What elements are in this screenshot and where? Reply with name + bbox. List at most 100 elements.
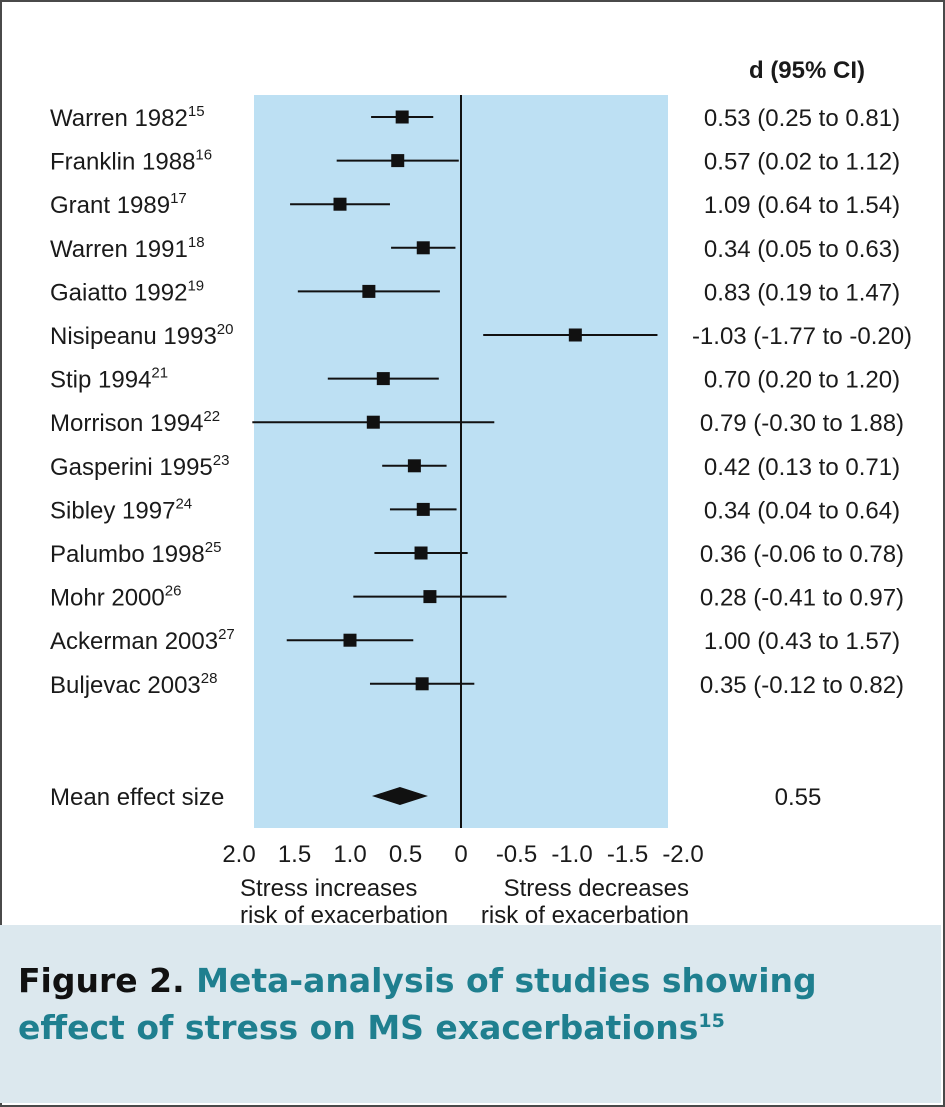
study-name: Mohr 2000	[50, 585, 165, 612]
estimate-column-header: d (95% CI)	[749, 57, 865, 84]
study-row: Sibley 199724 0.34 (0.04 to 0.64)	[50, 495, 900, 524]
study-name: Gaiatto 1992	[50, 279, 187, 306]
effect-marker	[416, 241, 430, 255]
x-tick-label: -2.0	[662, 841, 703, 868]
study-ref: 22	[203, 408, 220, 425]
x-tick-label: 1.0	[333, 841, 366, 868]
study-label: Warren 199118	[50, 234, 205, 263]
study-label: Ackerman 200327	[50, 626, 235, 655]
study-ref: 26	[165, 583, 182, 600]
study-name: Morrison 1994	[50, 410, 203, 437]
study-row: Palumbo 199825 0.36 (-0.06 to 0.78)	[50, 539, 904, 568]
study-label: Mohr 200026	[50, 583, 181, 612]
summary-diamond	[371, 787, 428, 805]
x-tick-label: 0	[454, 841, 467, 868]
study-row: Nisipeanu 199320 -1.03 (-1.77 to -0.20)	[50, 321, 912, 350]
x-tick-label: -0.5	[496, 841, 537, 868]
study-ci-text: 0.79 (-0.30 to 1.88)	[700, 410, 904, 437]
study-ref: 18	[188, 234, 205, 251]
study-ref: 25	[205, 539, 222, 556]
study-row: Buljevac 200328 0.35 (-0.12 to 0.82)	[50, 670, 904, 699]
study-name: Ackerman 2003	[50, 628, 218, 655]
effect-marker	[423, 590, 437, 604]
effect-marker	[416, 502, 430, 516]
study-ref: 28	[201, 670, 218, 687]
right-note-line-1: Stress decreases	[504, 875, 689, 902]
effect-marker	[366, 415, 380, 429]
effect-marker	[343, 633, 357, 647]
study-label: Palumbo 199825	[50, 539, 221, 568]
study-ci-text: 0.34 (0.05 to 0.63)	[704, 236, 900, 263]
study-ci-text: 0.57 (0.02 to 1.12)	[704, 149, 900, 176]
study-ref: 19	[187, 277, 204, 294]
effect-marker	[362, 284, 376, 298]
study-ref: 16	[195, 147, 212, 164]
effect-marker	[407, 459, 421, 473]
x-tick-label: 2.0	[222, 841, 255, 868]
study-ci-text: 0.34 (0.04 to 0.64)	[704, 497, 900, 524]
study-name: Palumbo 1998	[50, 541, 205, 568]
study-ci-text: 0.35 (-0.12 to 0.82)	[700, 672, 904, 699]
caption-box: Figure 2. Meta-analysis of studies showi…	[0, 925, 941, 1103]
effect-marker	[415, 677, 429, 691]
study-name: Stip 1994	[50, 367, 151, 394]
study-row: Mohr 200026 0.28 (-0.41 to 0.97)	[50, 583, 904, 612]
study-ref: 20	[217, 321, 234, 338]
left-note-line-2: risk of exacerbation	[240, 902, 448, 925]
study-row: Stip 199421 0.70 (0.20 to 1.20)	[50, 365, 900, 394]
caption-text: Meta-analysis of studies showing effect …	[18, 961, 817, 1047]
study-row: Gasperini 199523 0.42 (0.13 to 0.71)	[50, 452, 900, 481]
effect-marker	[395, 110, 409, 124]
study-name: Warren 1982	[50, 105, 188, 132]
figure-caption: Figure 2. Meta-analysis of studies showi…	[18, 957, 918, 1051]
study-name: Gasperini 1995	[50, 454, 213, 481]
study-ci-text: 0.70 (0.20 to 1.20)	[704, 367, 900, 394]
study-label: Morrison 199422	[50, 408, 220, 437]
left-note-line-1: Stress increases	[240, 875, 417, 902]
study-name: Buljevac 2003	[50, 672, 201, 699]
effect-marker	[568, 328, 582, 342]
study-name: Warren 1991	[50, 236, 188, 263]
study-ci-text: 0.36 (-0.06 to 0.78)	[700, 541, 904, 568]
study-ci-text: 1.09 (0.64 to 1.54)	[704, 192, 900, 219]
study-ref: 17	[170, 190, 187, 207]
effect-marker	[414, 546, 428, 560]
summary-value: 0.55	[775, 784, 822, 811]
study-ref: 24	[175, 495, 192, 512]
study-label: Gaiatto 199219	[50, 277, 204, 306]
study-label: Grant 198917	[50, 190, 187, 219]
study-row: Grant 198917 1.09 (0.64 to 1.54)	[50, 190, 900, 219]
study-row: Warren 199118 0.34 (0.05 to 0.63)	[50, 234, 900, 263]
study-ci-text: 0.42 (0.13 to 0.71)	[704, 454, 900, 481]
figure-label: Figure 2.	[18, 961, 185, 1000]
effect-marker	[376, 372, 390, 386]
effect-marker	[333, 197, 347, 211]
forest-plot: d (95% CI) Warren 198215 0.53 (0.25 to 0.…	[50, 57, 912, 925]
study-ref: 15	[188, 103, 205, 120]
study-name: Nisipeanu 1993	[50, 323, 217, 350]
study-row: Gaiatto 199219 0.83 (0.19 to 1.47)	[50, 277, 900, 306]
study-ref: 27	[218, 626, 235, 643]
study-ci-text: -1.03 (-1.77 to -0.20)	[692, 323, 912, 350]
study-ref: 21	[151, 365, 168, 382]
study-label: Nisipeanu 199320	[50, 321, 233, 350]
study-row: Morrison 199422 0.79 (-0.30 to 1.88)	[50, 408, 904, 437]
study-name: Sibley 1997	[50, 497, 175, 524]
study-name: Franklin 1988	[50, 149, 195, 176]
study-ci-text: 1.00 (0.43 to 1.57)	[704, 628, 900, 655]
study-name: Grant 1989	[50, 192, 170, 219]
study-ref: 23	[213, 452, 230, 469]
study-row: Franklin 198816 0.57 (0.02 to 1.12)	[50, 147, 900, 176]
study-ci-text: 0.28 (-0.41 to 0.97)	[700, 585, 904, 612]
x-tick-label: -1.5	[607, 841, 648, 868]
study-row: Warren 198215 0.53 (0.25 to 0.81)	[50, 103, 900, 132]
study-label: Franklin 198816	[50, 147, 212, 176]
summary-label: Mean effect size	[50, 784, 224, 811]
x-tick-label: -1.0	[551, 841, 592, 868]
study-label: Stip 199421	[50, 365, 168, 394]
effect-marker	[391, 154, 405, 168]
study-label: Sibley 199724	[50, 495, 192, 524]
study-row: Ackerman 200327 1.00 (0.43 to 1.57)	[50, 626, 900, 655]
right-note-line-2: risk of exacerbation	[481, 902, 689, 925]
x-tick-label: 0.5	[389, 841, 422, 868]
